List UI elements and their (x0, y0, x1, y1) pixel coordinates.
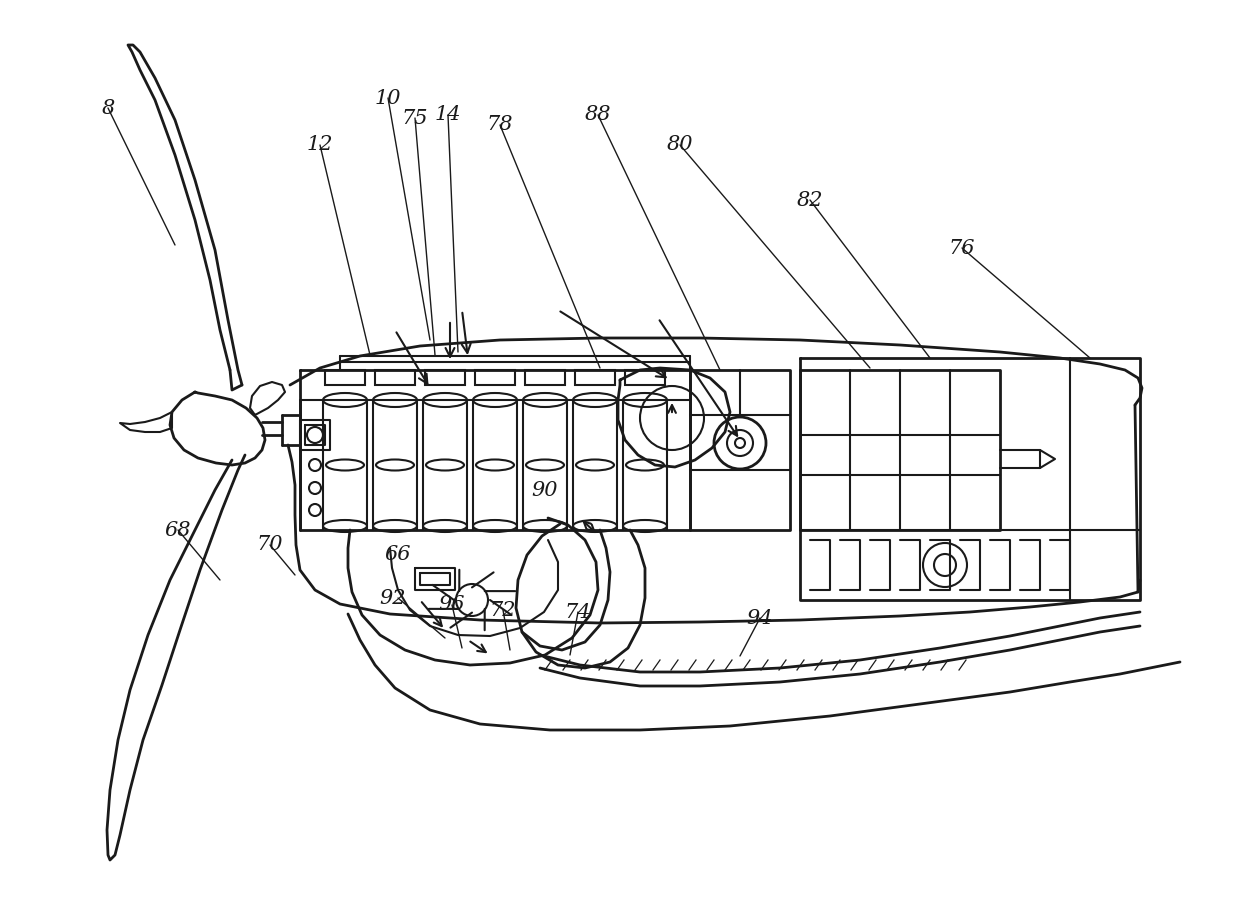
Text: 72: 72 (490, 601, 516, 619)
Bar (575, 370, 615, 385)
Text: 82: 82 (797, 191, 823, 210)
Text: 14: 14 (435, 105, 461, 125)
Text: 8: 8 (102, 99, 114, 117)
Bar (475, 370, 515, 385)
Bar (625, 370, 665, 385)
Text: 76: 76 (949, 238, 975, 257)
Bar (325, 370, 365, 385)
Text: 80: 80 (667, 136, 693, 155)
Text: 70: 70 (257, 536, 283, 554)
Text: 10: 10 (374, 89, 402, 107)
Bar (525, 370, 565, 385)
Text: 78: 78 (487, 115, 513, 135)
Text: 68: 68 (165, 520, 191, 540)
Text: 96: 96 (439, 595, 465, 615)
Text: 90: 90 (532, 481, 558, 499)
Text: 74: 74 (564, 603, 591, 621)
Bar (374, 370, 415, 385)
Text: 12: 12 (306, 136, 334, 155)
Bar (425, 370, 465, 385)
Text: 66: 66 (384, 546, 412, 564)
Text: 75: 75 (402, 108, 428, 127)
Text: 88: 88 (585, 105, 611, 125)
Text: 92: 92 (379, 588, 407, 607)
Text: 94: 94 (746, 608, 774, 627)
